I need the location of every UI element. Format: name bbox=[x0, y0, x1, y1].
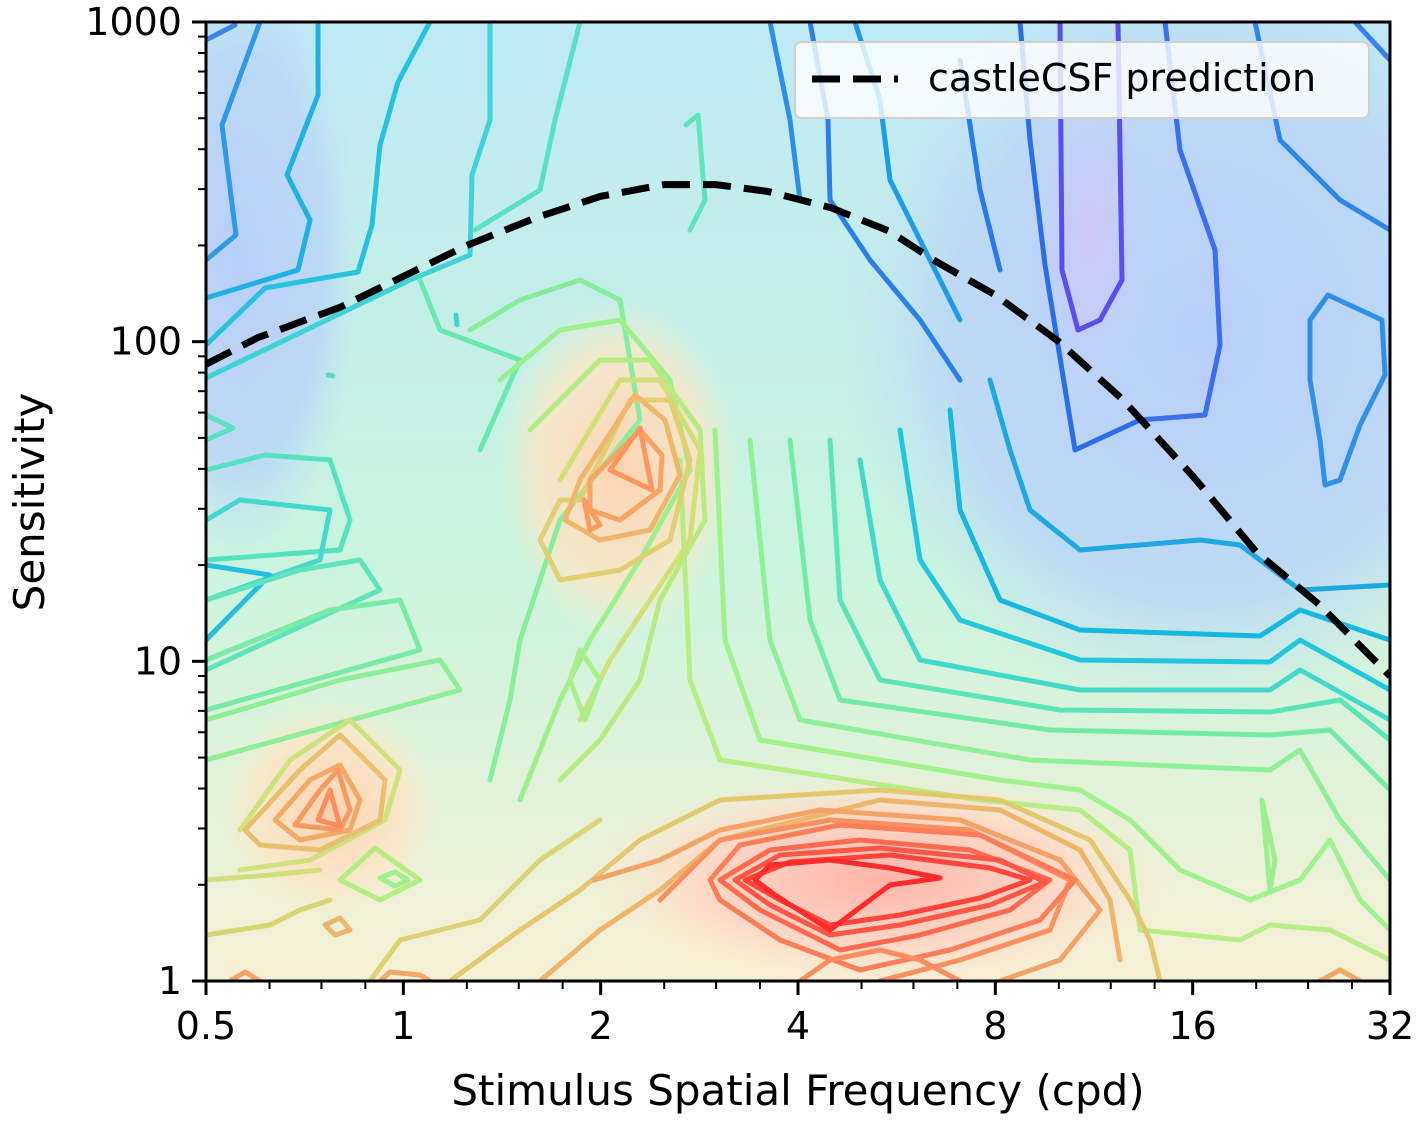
contour-fill-layer bbox=[206, 22, 1390, 981]
contour-line-red bbox=[732, 845, 1048, 938]
contour-line-violet bbox=[1057, 22, 1125, 333]
contour-line-green bbox=[712, 427, 1390, 933]
contour-line-teal bbox=[206, 412, 236, 443]
contour-line-red bbox=[717, 837, 1053, 953]
contour-line-orange bbox=[227, 969, 263, 981]
contour-line-blue bbox=[1307, 292, 1388, 488]
contour-line-red bbox=[752, 857, 943, 933]
contour-line-orange bbox=[242, 732, 388, 853]
contour-line-lime bbox=[677, 457, 1390, 963]
contour-line-yellow bbox=[237, 717, 403, 873]
contour-line-blue bbox=[767, 22, 803, 203]
contour-line-teal bbox=[857, 457, 1390, 723]
y-tick-label: 1 bbox=[158, 959, 182, 1003]
x-tick-label: 0.5 bbox=[176, 1004, 236, 1048]
contour-line-orange bbox=[272, 762, 363, 843]
contour-line-cyan bbox=[206, 22, 433, 348]
contour-line-orange bbox=[707, 822, 1078, 973]
castlecsf-prediction-line bbox=[206, 181, 1390, 679]
contour-line-cyan bbox=[206, 22, 493, 381]
castlecsf-series-layer bbox=[206, 181, 1390, 679]
contour-line-orange bbox=[562, 392, 683, 543]
contour-line-blue bbox=[1352, 22, 1390, 63]
contour-line-cyan bbox=[206, 562, 273, 643]
contour-fill-blue-left bbox=[206, 22, 360, 560]
contour-line-yellow bbox=[537, 397, 693, 583]
contour-line-orange bbox=[797, 947, 963, 981]
y-tick-label: 100 bbox=[109, 320, 182, 364]
contour-line-teal bbox=[417, 277, 523, 453]
contour-line-lime bbox=[527, 357, 708, 783]
contour-line-orange bbox=[315, 787, 343, 829]
contour-line-orange bbox=[591, 807, 1103, 981]
x-tick-label: 4 bbox=[786, 1004, 810, 1048]
contour-line-yellow bbox=[557, 377, 703, 723]
legend: castleCSF prediction bbox=[794, 41, 1370, 119]
contour-line-orange bbox=[581, 497, 603, 533]
contour-line-green bbox=[377, 869, 411, 889]
x-tick-label: 8 bbox=[983, 1004, 1007, 1048]
contour-line-teal bbox=[206, 557, 383, 673]
contour-line-teal bbox=[683, 112, 708, 233]
contour-line-green bbox=[467, 277, 643, 783]
contour-line-green bbox=[787, 437, 1390, 793]
x-tick-label: 2 bbox=[589, 1004, 613, 1048]
contour-line-teal bbox=[453, 312, 460, 328]
y-tick-label: 10 bbox=[134, 639, 182, 683]
contour-line-orange bbox=[607, 425, 655, 493]
contour-line-cyan bbox=[206, 22, 321, 301]
contour-line-orange bbox=[1317, 967, 1363, 981]
contour-line-lime bbox=[337, 845, 423, 903]
x-tick-label: 32 bbox=[1366, 1004, 1414, 1048]
contour-line-cyan bbox=[947, 407, 1390, 643]
contour-line-orange bbox=[322, 915, 353, 938]
contour-line-teal bbox=[827, 437, 1390, 743]
y-tick-label: 1000 bbox=[85, 0, 182, 44]
contour-line-blue bbox=[206, 22, 263, 263]
x-axis: 0.5 1 2 4 8 16 32 bbox=[176, 981, 1414, 1048]
contour-line-green bbox=[206, 597, 423, 713]
contour-line-orange bbox=[292, 767, 353, 833]
contour-line-green bbox=[747, 437, 1390, 883]
contour-line-blue bbox=[987, 377, 1390, 593]
contour-line-teal bbox=[472, 22, 583, 233]
contour-line-blue bbox=[1137, 22, 1223, 423]
y-axis-label: Sensitivity bbox=[5, 393, 54, 612]
contour-line-teal bbox=[206, 452, 353, 563]
legend-box bbox=[794, 41, 1370, 119]
y-axis: 1 10 100 1000 bbox=[85, 0, 206, 1003]
contour-line-orange bbox=[377, 969, 433, 981]
contour-line-blue bbox=[206, 22, 238, 43]
contour-line-green bbox=[1259, 797, 1278, 893]
contour-line-yellow bbox=[447, 787, 1163, 981]
legend-label-castlecsf: castleCSF prediction bbox=[928, 56, 1316, 100]
contour-line-green bbox=[206, 657, 463, 763]
contour-lines bbox=[206, 22, 1390, 981]
contour-line-teal bbox=[325, 372, 336, 379]
x-axis-label: Stimulus Spatial Frequency (cpd) bbox=[451, 1066, 1144, 1115]
contour-line-lime bbox=[567, 647, 603, 723]
contour-line-yellow bbox=[206, 897, 333, 938]
contour-line-cyan bbox=[897, 427, 1390, 693]
contour-line-yellow bbox=[367, 817, 603, 981]
contour-line-orange bbox=[537, 797, 1123, 981]
x-tick-label: 16 bbox=[1168, 1004, 1216, 1048]
x-tick-label: 1 bbox=[391, 1004, 415, 1048]
contour-line-yellow bbox=[206, 867, 323, 883]
